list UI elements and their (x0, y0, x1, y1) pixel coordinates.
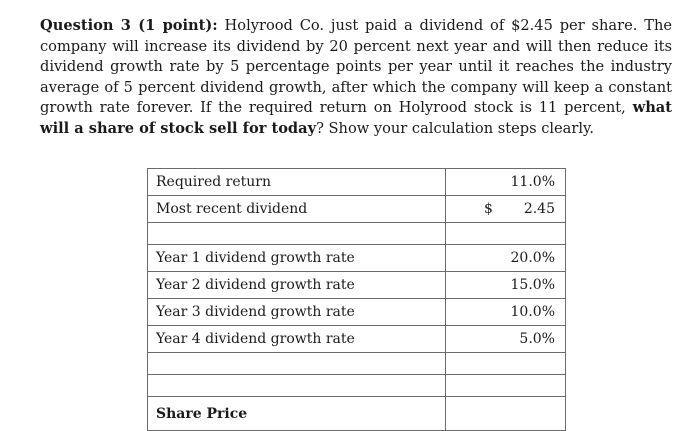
question-heading: Question 3 (1 point): (40, 17, 218, 34)
share-price-value (445, 396, 566, 431)
question-instruction: ? Show your calculation steps clearly. (316, 119, 594, 137)
growth-rate-label: Year 2 dividend growth rate (147, 271, 446, 299)
empty-cell (445, 222, 566, 245)
currency-symbol: $ (484, 201, 493, 217)
table-row-growth-year-1: Year 1 dividend growth rate 20.0% (147, 244, 566, 272)
table-row-required-return: Required return 11.0% (147, 168, 566, 196)
growth-rate-value: 15.0% (445, 271, 566, 299)
table-row-recent-dividend: Most recent dividend $ 2.45 (147, 195, 566, 223)
required-return-label: Required return (147, 168, 446, 196)
growth-rate-label: Year 1 dividend growth rate (147, 244, 446, 272)
empty-cell (147, 222, 446, 245)
growth-rate-value: 5.0% (445, 325, 566, 353)
table-row-growth-year-3: Year 3 dividend growth rate 10.0% (147, 298, 566, 326)
recent-dividend-label: Most recent dividend (147, 195, 446, 223)
empty-cell (445, 374, 566, 397)
growth-rate-value: 20.0% (445, 244, 566, 272)
dividend-table: Required return 11.0% Most recent divide… (147, 168, 566, 431)
table-row-blank (147, 352, 566, 375)
growth-rate-label: Year 4 dividend growth rate (147, 325, 446, 353)
recent-dividend-value: 2.45 (523, 201, 555, 217)
table-row-share-price: Share Price (147, 396, 566, 431)
question-body: Holyrood Co. just paid a dividend of $2.… (40, 17, 672, 116)
question-emphasis: what will a share of stock sell for toda… (40, 99, 672, 137)
question-text: Question 3 (1 point): Holyrood Co. just … (40, 16, 672, 139)
recent-dividend-cell: $ 2.45 (445, 195, 566, 223)
table-row-blank (147, 222, 566, 245)
growth-rate-label: Year 3 dividend growth rate (147, 298, 446, 326)
table-row-growth-year-4: Year 4 dividend growth rate 5.0% (147, 325, 566, 353)
share-price-label: Share Price (147, 396, 446, 431)
empty-cell (147, 374, 446, 397)
table-row-blank (147, 374, 566, 397)
required-return-value: 11.0% (445, 168, 566, 196)
table-row-growth-year-2: Year 2 dividend growth rate 15.0% (147, 271, 566, 299)
empty-cell (147, 352, 446, 375)
growth-rate-value: 10.0% (445, 298, 566, 326)
empty-cell (445, 352, 566, 375)
